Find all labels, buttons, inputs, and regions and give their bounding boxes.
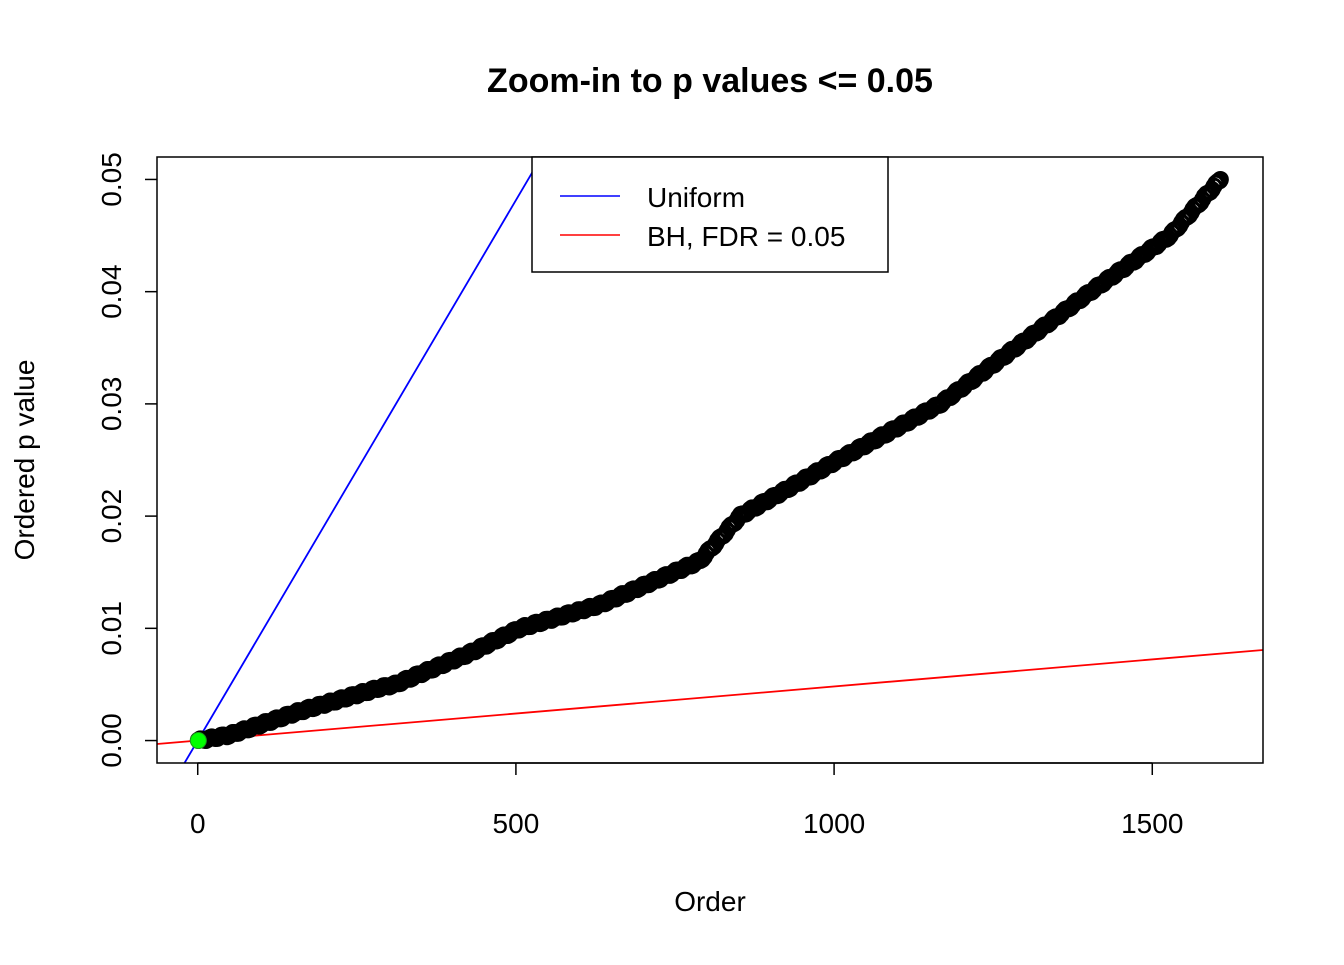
uniform-line	[183, 157, 543, 763]
x-tick-label: 1500	[1121, 808, 1183, 839]
x-tick-label: 500	[493, 808, 540, 839]
y-tick-label: 0.02	[96, 489, 127, 544]
highlight-point	[189, 732, 207, 750]
legend: Uniform BH, FDR = 0.05	[531, 156, 889, 273]
legend-label-uniform: Uniform	[647, 182, 745, 213]
y-tick-label: 0.04	[96, 264, 127, 319]
x-tick-label: 1000	[803, 808, 865, 839]
y-tick-label: 0.03	[96, 377, 127, 432]
y-tick-label: 0.00	[96, 713, 127, 768]
legend-box	[531, 156, 889, 273]
bh-line	[157, 649, 1263, 745]
x-tick-label: 0	[190, 808, 206, 839]
y-tick-label: 0.05	[96, 152, 127, 207]
y-axis-label: Ordered p value	[9, 360, 40, 561]
x-axis-label: Order	[674, 886, 746, 917]
y-tick-label: 0.01	[96, 601, 127, 656]
chart-title: Zoom-in to p values <= 0.05	[487, 62, 933, 100]
data-point	[1211, 170, 1229, 188]
legend-label-bh: BH, FDR = 0.05	[647, 221, 845, 252]
